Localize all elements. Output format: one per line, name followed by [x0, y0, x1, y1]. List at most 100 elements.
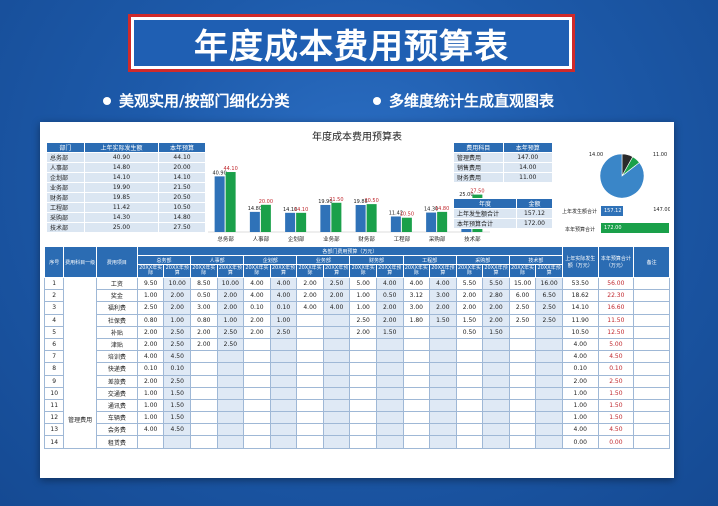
dept-value-cell: 8.50 — [190, 276, 218, 291]
pie-value-label: 14.00 — [589, 152, 603, 158]
dept-value-cell — [349, 411, 377, 425]
dept-cell: 25.00 — [83, 222, 160, 233]
dept-value-cell: 5.00 — [349, 276, 377, 291]
dept-value-cell — [429, 435, 457, 449]
table-row: 5 补贴 2.00 2.50 2.00 2.50 2.00 2.50 2.00 1.50 0.50 1… — [43, 325, 670, 339]
dept-value-cell — [243, 423, 271, 437]
dept-value-cell: 2.00 — [296, 276, 324, 291]
row-seq: 4 — [43, 313, 65, 327]
dept-value-cell: 2.00 — [216, 289, 245, 303]
dept-value-cell — [269, 411, 298, 425]
dept-value-cell: 2.50 — [163, 337, 192, 352]
row-seq: 7 — [43, 350, 65, 364]
table-row: 14 租赁费 0.00 0.00 — [43, 435, 670, 449]
dept-value-cell: 16.00 — [535, 276, 563, 291]
expense-row: 财务费用 11.00 — [453, 172, 553, 183]
sub-header-budget: 20XX年预算 — [482, 264, 510, 278]
dept-value-cell — [455, 423, 484, 437]
dept-header-cell: 上年实际发生额 — [83, 142, 160, 153]
bar-budget — [296, 212, 307, 232]
row-seq: 13 — [43, 423, 65, 437]
dept-value-cell: 6.00 — [508, 289, 537, 303]
row-this-budget: 5.00 — [597, 337, 635, 352]
dept-value-cell — [190, 411, 218, 425]
dept-value-cell — [322, 313, 351, 327]
dept-value-cell — [402, 435, 431, 449]
row-last-actual: 4.00 — [561, 423, 599, 437]
row-seq: 6 — [43, 337, 65, 352]
sub-header-budget: 20XX年预算 — [375, 264, 404, 278]
row-item: 社保费 — [95, 313, 138, 327]
dept-value-cell — [429, 337, 457, 352]
dept-value-cell: 2.00 — [455, 301, 484, 315]
dept-value-cell — [190, 386, 218, 400]
dept-value-cell: 2.00 — [243, 325, 271, 339]
expense-header-cell: 费用科目 — [453, 142, 504, 153]
dept-value-cell — [535, 386, 563, 400]
row-seq: 8 — [43, 362, 65, 376]
bar-value-label: 21.50 — [329, 197, 343, 203]
dept-header: 财务部 — [349, 255, 404, 265]
row-note — [633, 313, 670, 327]
bar-last-year — [355, 205, 366, 232]
x-tick-label: 采购部 — [429, 235, 446, 243]
dept-header: 业务部 — [296, 255, 351, 265]
dept-header-cell: 部门 — [46, 142, 85, 153]
dept-cell: 采购部 — [46, 212, 85, 223]
pie-value-label: 147.00 — [653, 207, 670, 213]
dept-cell: 11.42 — [83, 202, 160, 213]
dept-value-cell — [482, 362, 510, 376]
dept-value-cell — [296, 398, 324, 413]
x-tick-label: 技术部 — [464, 235, 481, 243]
dept-value-cell: 4.50 — [163, 423, 192, 437]
dept-value-cell — [455, 398, 484, 413]
dept-value-cell — [322, 423, 351, 437]
bullet-dot-icon — [103, 96, 111, 105]
dept-value-cell — [136, 435, 165, 449]
row-item: 车辆费 — [95, 411, 138, 425]
year-cell: 上年发生额合计 — [453, 208, 517, 219]
sub-header-actual: 20XX年实际 — [508, 264, 537, 278]
row-last-actual: 0.00 — [561, 435, 599, 449]
dept-value-cell — [455, 435, 484, 449]
sub-header-actual: 20XX年实际 — [243, 264, 271, 278]
dept-cell: 总务部 — [46, 152, 85, 163]
dept-value-cell — [508, 398, 537, 413]
dept-value-cell — [216, 423, 245, 437]
dept-value-cell — [349, 423, 377, 437]
bar-last-year — [249, 211, 260, 232]
year-header-cell: 年度 — [453, 198, 517, 209]
dept-value-cell — [375, 435, 404, 449]
row-item: 奖金 — [95, 289, 138, 303]
expense-cell: 14.00 — [502, 162, 553, 173]
pie-slice — [599, 153, 645, 199]
x-tick-label: 财务部 — [358, 235, 375, 243]
dept-value-cell — [482, 337, 510, 352]
dept-value-cell — [508, 423, 537, 437]
row-this-budget: 11.50 — [597, 313, 635, 327]
dept-cell: 14.30 — [83, 212, 160, 223]
dept-value-cell — [535, 435, 563, 449]
dept-value-cell — [296, 423, 324, 437]
bar-last-year — [390, 216, 401, 232]
row-seq: 5 — [43, 325, 65, 339]
dept-value-cell — [429, 350, 457, 364]
dept-value-cell — [269, 423, 298, 437]
expense-cell: 财务费用 — [453, 172, 504, 183]
table-row: 1 管理费用 工资 9.50 10.00 8.50 10.00 4.00 4.00 2.00 2.5… — [43, 276, 670, 449]
dept-value-cell: 4.00 — [322, 301, 351, 315]
dept-value-cell: 4.00 — [243, 276, 271, 291]
dept-value-cell: 2.50 — [349, 313, 377, 327]
dept-value-cell — [402, 325, 431, 339]
table-row: 4 社保费 0.80 1.00 0.80 1.00 2.00 1.00 2.50 2.00 1.80… — [43, 313, 670, 327]
dept-value-cell: 3.00 — [190, 301, 218, 315]
sub-header-budget: 20XX年预算 — [269, 264, 298, 278]
dept-value-cell — [349, 350, 377, 364]
dept-value-cell — [322, 435, 351, 449]
dept-value-cell — [322, 386, 351, 400]
row-note — [633, 289, 670, 303]
dept-value-cell — [216, 398, 245, 413]
row-note — [633, 301, 670, 315]
dept-value-cell: 1.00 — [216, 313, 245, 327]
